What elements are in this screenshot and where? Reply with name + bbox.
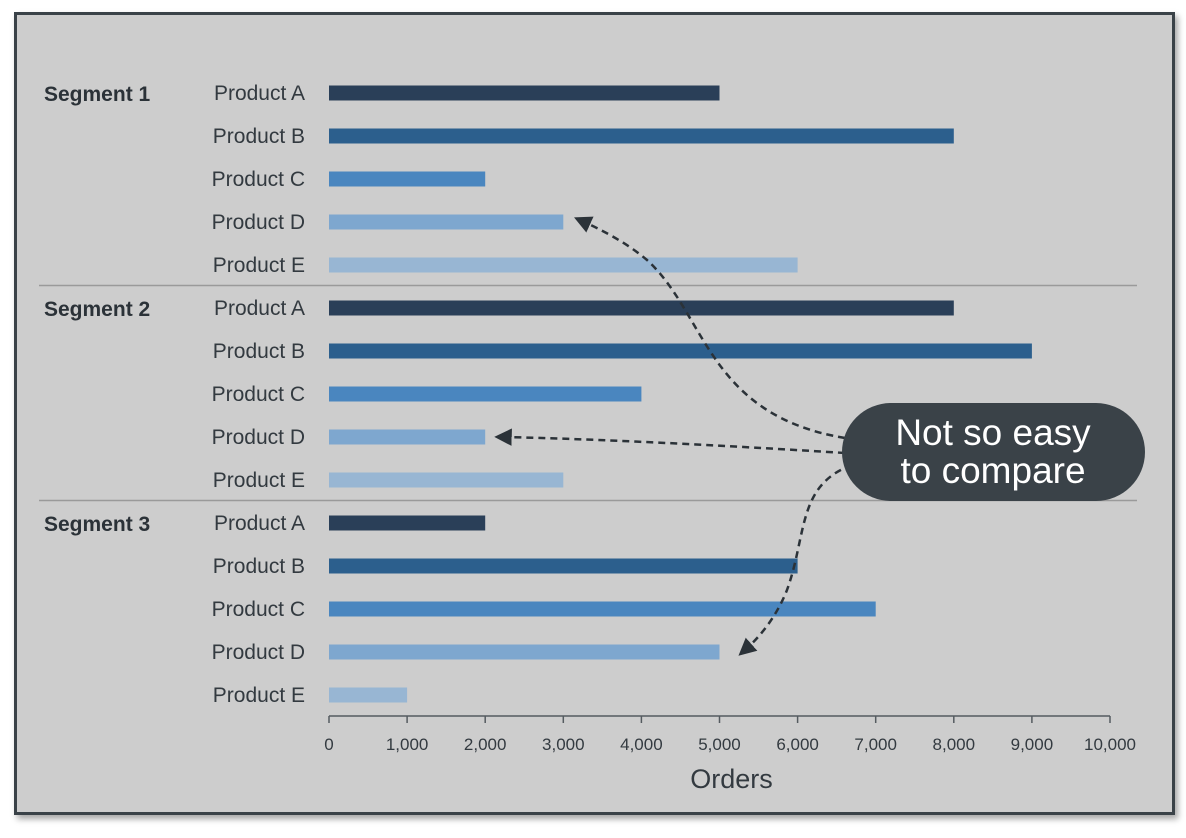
callout-arrow [494,428,846,455]
bar [329,644,720,660]
product-label: Product E [213,684,305,707]
callout-text-line: to compare [900,450,1085,491]
bar [329,343,1032,359]
callout-text-line: Not so easy [895,412,1091,453]
bar [329,558,798,574]
segment-label: Segment 2 [44,298,150,321]
x-tick-label: 0 [324,735,333,754]
bar [329,472,564,488]
product-label: Product C [212,168,305,191]
bar [329,300,954,316]
bar [329,214,564,230]
x-axis: 0 1,000 2,000 3,000 4,000 5,000 6,000 7,000 8,00… [324,715,1136,794]
product-label: Product A [214,512,305,535]
labels: Segment 1 Product A Product B Product C Prod… [44,82,305,707]
product-label: Product E [213,469,305,492]
x-tick-label: 10,000 [1084,735,1136,754]
product-label: Product C [212,383,305,406]
product-label: Product B [213,125,305,148]
bar [329,85,720,101]
x-tick-label: 8,000 [933,735,976,754]
bar [329,171,486,187]
product-label: Product B [213,555,305,578]
bar-chart: Segment 1 Product A Product B Product C Prod… [39,82,1145,794]
product-label: Product A [214,297,305,320]
product-label: Product A [214,82,305,105]
bar [329,257,798,273]
bar [329,386,642,402]
bar [329,429,486,445]
bar [329,687,408,703]
callout-bubble [842,403,1145,501]
bar [329,601,876,617]
product-label: Product D [212,211,305,234]
callout-arrow [574,216,846,440]
product-label: Product C [212,598,305,621]
x-tick-label: 2,000 [464,735,507,754]
x-tick-label: 3,000 [542,735,585,754]
bar [329,515,486,531]
bars [329,85,1032,703]
product-label: Product D [212,641,305,664]
product-label: Product D [212,426,305,449]
x-tick-label: 7,000 [854,735,897,754]
x-tick-label: 6,000 [776,735,819,754]
product-label: Product B [213,340,305,363]
callout-arrow [738,463,853,656]
segment-label: Segment 3 [44,513,150,536]
x-tick-label: 9,000 [1011,735,1054,754]
x-tick-label: 4,000 [620,735,663,754]
product-label: Product E [213,254,305,277]
x-axis-title: Orders [690,764,773,794]
bar [329,128,954,144]
chart-frame: Segment 1 Product A Product B Product C Prod… [14,12,1175,815]
segment-label: Segment 1 [44,83,151,106]
x-tick-label: 5,000 [698,735,741,754]
x-tick-label: 1,000 [386,735,429,754]
